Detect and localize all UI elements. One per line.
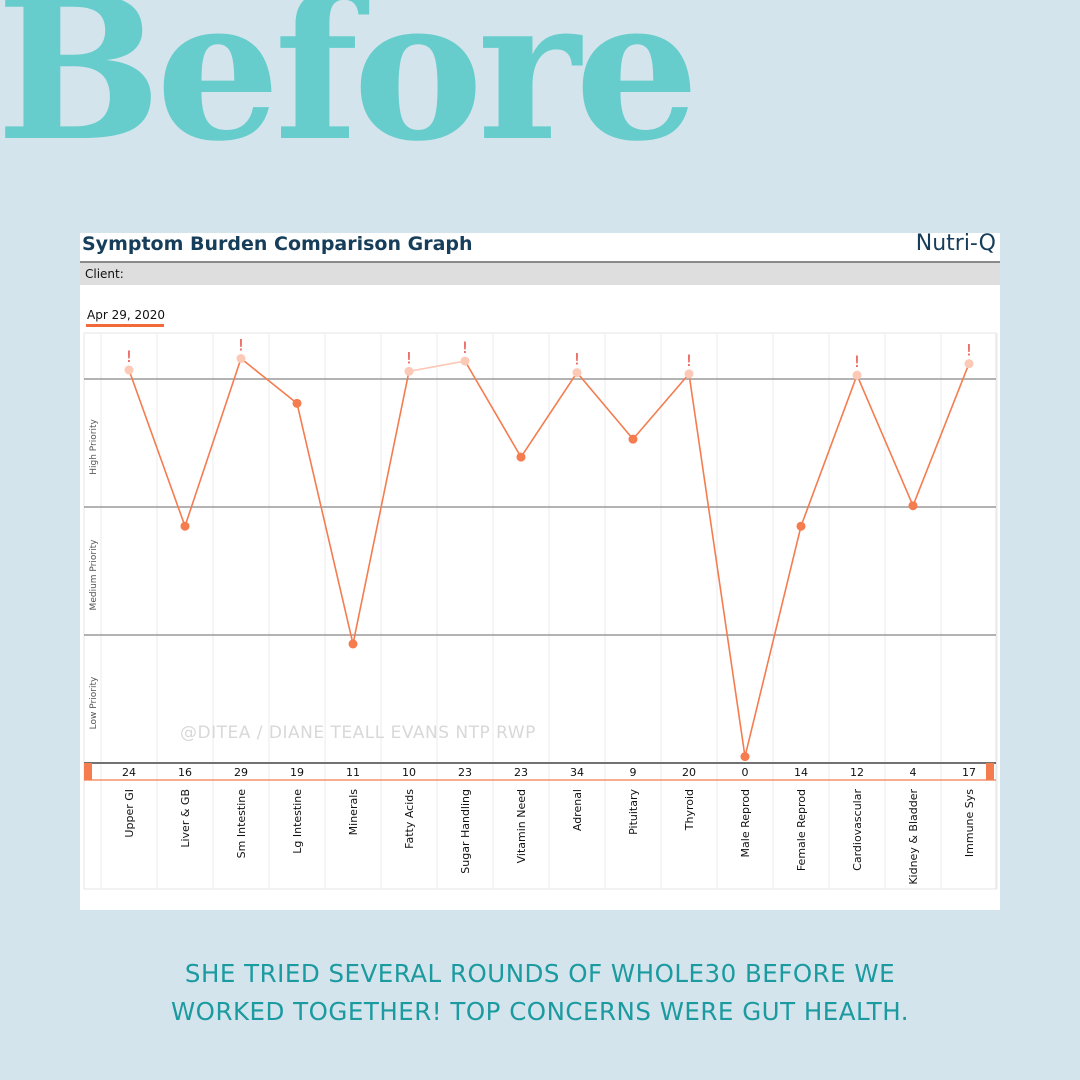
score-value: 17 bbox=[962, 766, 976, 779]
series-line-segment bbox=[912, 363, 970, 507]
data-point bbox=[236, 354, 246, 364]
series-line-segment bbox=[464, 360, 522, 458]
category-label: Liver & GB bbox=[179, 789, 192, 848]
data-point bbox=[964, 359, 974, 369]
category-label: Vitamin Need bbox=[515, 789, 528, 863]
band-label: Low Priority bbox=[89, 676, 99, 729]
category-label: Lg Intestine bbox=[291, 789, 304, 854]
category-label: Sm Intestine bbox=[235, 789, 248, 859]
category-label: Immune Sys bbox=[963, 789, 976, 857]
category-label: Cardiovascular bbox=[851, 789, 864, 871]
category-label: Kidney & Bladder bbox=[907, 789, 920, 885]
category-label: Thyroid bbox=[683, 789, 696, 831]
category-label: Male Reprod bbox=[739, 789, 752, 857]
score-value: 23 bbox=[514, 766, 528, 779]
score-value: 9 bbox=[630, 766, 637, 779]
series-line-segment bbox=[520, 372, 578, 458]
priority-flag: ! bbox=[406, 348, 412, 367]
data-point bbox=[516, 452, 526, 462]
data-point bbox=[628, 434, 638, 444]
score-value: 10 bbox=[402, 766, 416, 779]
data-point bbox=[292, 398, 302, 408]
category-label: Adrenal bbox=[571, 789, 584, 831]
priority-flag: ! bbox=[126, 347, 132, 366]
data-point bbox=[180, 521, 190, 531]
series-line-segment bbox=[296, 403, 354, 645]
chart-title: Symptom Burden Comparison Graph bbox=[82, 233, 473, 255]
series-line-segment bbox=[632, 373, 690, 440]
score-value: 20 bbox=[682, 766, 696, 779]
title-divider bbox=[80, 261, 1000, 263]
priority-flag: ! bbox=[966, 341, 972, 360]
watermark: @DITEA / DIANE TEALL EVANS NTP RWP bbox=[180, 723, 536, 743]
data-point bbox=[684, 369, 694, 379]
data-point bbox=[348, 639, 358, 649]
legend-swatch bbox=[86, 324, 164, 327]
score-value: 12 bbox=[850, 766, 864, 779]
data-point bbox=[740, 752, 750, 762]
category-label: Female Reprod bbox=[795, 789, 808, 871]
score-value: 0 bbox=[742, 766, 749, 779]
score-value: 19 bbox=[290, 766, 304, 779]
priority-flag: ! bbox=[574, 350, 580, 369]
series-line-segment bbox=[184, 358, 242, 527]
series-line-segment bbox=[744, 526, 802, 757]
score-row-cap-left bbox=[84, 763, 92, 780]
score-value: 29 bbox=[234, 766, 248, 779]
brand-logo: Nutri-Q bbox=[915, 231, 996, 256]
headline: Before bbox=[0, 0, 699, 185]
series-line-segment bbox=[408, 360, 466, 373]
series-line-segment bbox=[856, 374, 914, 507]
category-label: Sugar Handling bbox=[459, 789, 472, 874]
band-label: High Priority bbox=[89, 419, 99, 475]
score-value: 4 bbox=[910, 766, 917, 779]
category-label: Minerals bbox=[347, 789, 360, 836]
score-value: 16 bbox=[178, 766, 192, 779]
data-point bbox=[572, 368, 582, 378]
series-line-segment bbox=[240, 357, 298, 404]
caption-line-1: SHE TRIED SEVERAL ROUNDS OF WHOLE30 BEFO… bbox=[184, 959, 896, 988]
data-point bbox=[404, 366, 414, 376]
priority-flag: ! bbox=[462, 338, 468, 357]
symptom-chart: Low Priority Medium Priority High Priority… bbox=[83, 332, 998, 890]
score-value: 24 bbox=[122, 766, 136, 779]
plot-frame bbox=[83, 332, 997, 890]
series-line-segment bbox=[576, 372, 634, 440]
data-point bbox=[124, 365, 134, 375]
category-label: Fatty Acids bbox=[403, 789, 416, 849]
caption: SHE TRIED SEVERAL ROUNDS OF WHOLE30 BEFO… bbox=[0, 955, 1080, 1031]
score-value: 34 bbox=[570, 766, 584, 779]
priority-flag: ! bbox=[854, 352, 860, 371]
score-row-cap-right bbox=[986, 763, 994, 780]
series-line-segment bbox=[128, 369, 186, 527]
series-line-segment bbox=[352, 371, 410, 645]
category-label: Upper GI bbox=[123, 789, 136, 838]
series-line-segment bbox=[688, 373, 746, 757]
score-value: 11 bbox=[346, 766, 360, 779]
caption-line-2: WORKED TOGETHER! TOP CONCERNS WERE GUT H… bbox=[170, 997, 910, 1026]
client-label: Client: bbox=[85, 267, 124, 281]
data-point bbox=[852, 370, 862, 380]
band-label: Medium Priority bbox=[89, 539, 99, 611]
priority-flag: ! bbox=[238, 336, 244, 355]
data-point bbox=[796, 521, 806, 531]
data-point bbox=[908, 501, 918, 511]
chart-card: Symptom Burden Comparison Graph Nutri-Q … bbox=[80, 231, 1000, 910]
category-label: Pituitary bbox=[627, 789, 640, 835]
data-point bbox=[460, 356, 470, 366]
priority-flag: ! bbox=[686, 351, 692, 370]
series-line-segment bbox=[800, 374, 858, 527]
client-bar: Client: bbox=[80, 263, 1000, 285]
legend-date: Apr 29, 2020 bbox=[87, 308, 166, 322]
score-value: 14 bbox=[794, 766, 808, 779]
score-value: 23 bbox=[458, 766, 472, 779]
